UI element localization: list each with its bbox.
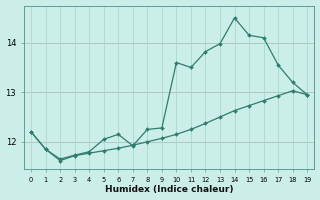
X-axis label: Humidex (Indice chaleur): Humidex (Indice chaleur): [105, 185, 233, 194]
